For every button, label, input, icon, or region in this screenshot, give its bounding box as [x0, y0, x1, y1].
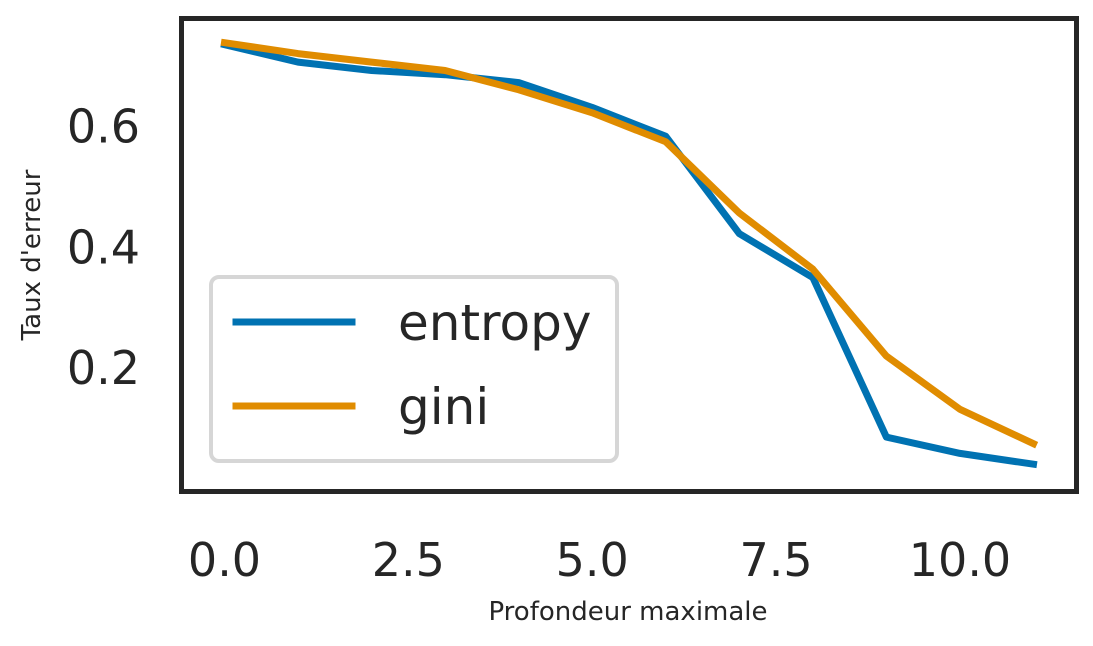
y-tick-labels: 0.2 0.4 0.6: [67, 100, 140, 396]
series-layer: [220, 38, 1039, 469]
y-tick-label: 0.4: [67, 221, 140, 275]
legend-label-entropy: entropy: [398, 294, 591, 352]
plot-frame: [179, 16, 1079, 494]
series-line-entropy: [220, 40, 1038, 469]
legend-label-gini: gini: [398, 378, 489, 436]
x-tick-label: 0.0: [188, 533, 261, 587]
legend-entries: entropy gini: [232, 294, 591, 436]
x-tick-label: 5.0: [556, 533, 629, 587]
x-tick-labels: 0.0 2.5 5.0 7.5 10.0: [188, 533, 1011, 587]
y-axis-label: Taux d'erreur: [17, 169, 47, 341]
legend: entropy gini: [209, 275, 619, 463]
series-line-gini: [220, 38, 1039, 449]
x-tick-label: 10.0: [909, 533, 1011, 587]
x-tick-label: 2.5: [372, 533, 445, 587]
y-tick-label: 0.2: [67, 341, 140, 395]
x-tick-label: 7.5: [740, 533, 813, 587]
y-tick-label: 0.6: [67, 100, 140, 154]
x-axis-label: Profondeur maximale: [488, 597, 767, 627]
